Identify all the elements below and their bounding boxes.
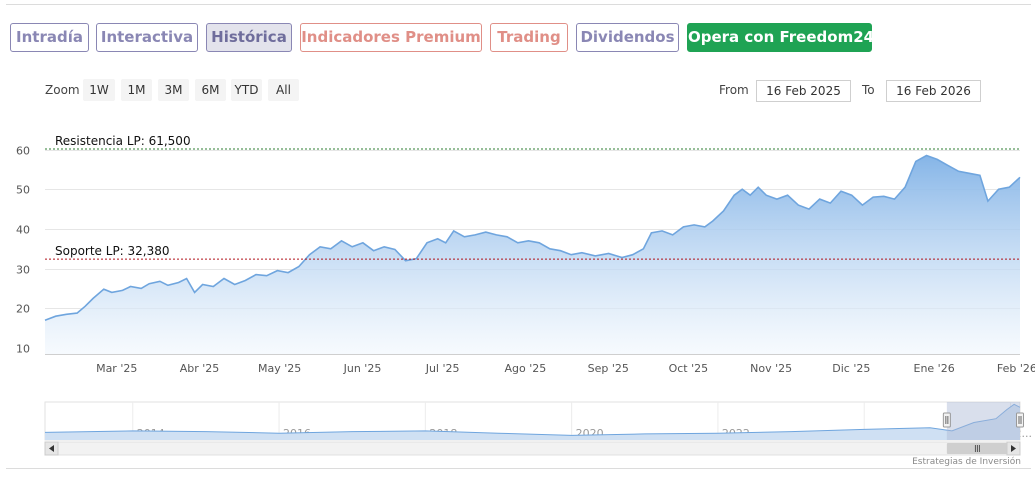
navigator-scrollbar[interactable] — [44, 441, 1021, 456]
x-tick-label: Ene '26 — [914, 362, 955, 375]
to-label: To — [862, 83, 875, 97]
from-label: From — [719, 83, 749, 97]
x-tick-label: Sep '25 — [588, 362, 629, 375]
tab-interactiva[interactable]: Interactiva — [96, 23, 198, 52]
x-tick-label: Jul '25 — [425, 362, 460, 375]
zoom-ytd-button[interactable]: YTD — [231, 79, 262, 101]
support-label: Soporte LP: 32,380 — [55, 244, 170, 258]
bottom-divider — [6, 468, 1031, 469]
zoom-3m-button[interactable]: 3M — [158, 79, 189, 101]
y-tick-label: 50 — [16, 184, 30, 197]
x-tick-label: Feb '26 — [997, 362, 1035, 375]
x-tick-label: Jun '25 — [343, 362, 382, 375]
tab-trading[interactable]: Trading — [490, 23, 568, 52]
zoom-6m-button[interactable]: 6M — [195, 79, 226, 101]
tab-historica[interactable]: Histórica — [206, 23, 292, 52]
opera-freedom24-button[interactable]: Opera con Freedom24 — [687, 23, 874, 52]
resistance-label: Resistencia LP: 61,500 — [55, 134, 191, 148]
top-divider — [6, 4, 1031, 5]
arrow-right-icon — [1011, 445, 1016, 452]
zoom-1m-button[interactable]: 1M — [121, 79, 152, 101]
navigator-handle-right[interactable] — [1016, 412, 1024, 428]
price-line — [44, 154, 1021, 321]
navigator-handle-left[interactable] — [942, 412, 951, 428]
navigator-area — [45, 404, 1020, 440]
zoom-label: Zoom — [45, 83, 80, 97]
price-area — [45, 155, 1020, 354]
y-tick-label: 10 — [16, 343, 30, 356]
navigator-selection — [946, 402, 1020, 440]
x-tick-label: Oct '25 — [669, 362, 709, 375]
arrow-left-icon — [49, 445, 54, 452]
y-tick-label: 30 — [16, 264, 30, 277]
tab-intradia[interactable]: Intradía — [10, 23, 89, 52]
tab-dividendos[interactable]: Dividendos — [576, 23, 679, 52]
x-tick-label: May '25 — [258, 362, 301, 375]
zoom-all-button[interactable]: All — [268, 79, 299, 101]
tab-indicadores-premium[interactable]: Indicadores Premium — [300, 23, 482, 52]
y-tick-label: 20 — [16, 303, 30, 316]
to-date-input[interactable]: 16 Feb 2026 — [886, 80, 981, 102]
y-tick-label: 40 — [16, 224, 30, 237]
x-tick-label: Abr '25 — [180, 362, 220, 375]
navigator-line — [44, 403, 1021, 436]
x-tick-label: Mar '25 — [96, 362, 137, 375]
y-tick-label: 60 — [16, 145, 30, 158]
x-tick-label: Dic '25 — [832, 362, 870, 375]
zoom-1w-button[interactable]: 1W — [83, 79, 115, 101]
x-tick-label: Nov '25 — [750, 362, 792, 375]
credit-text: Estrategias de Inversión — [912, 457, 1021, 467]
from-date-input[interactable]: 16 Feb 2025 — [756, 80, 851, 102]
x-tick-label: Ago '25 — [505, 362, 547, 375]
